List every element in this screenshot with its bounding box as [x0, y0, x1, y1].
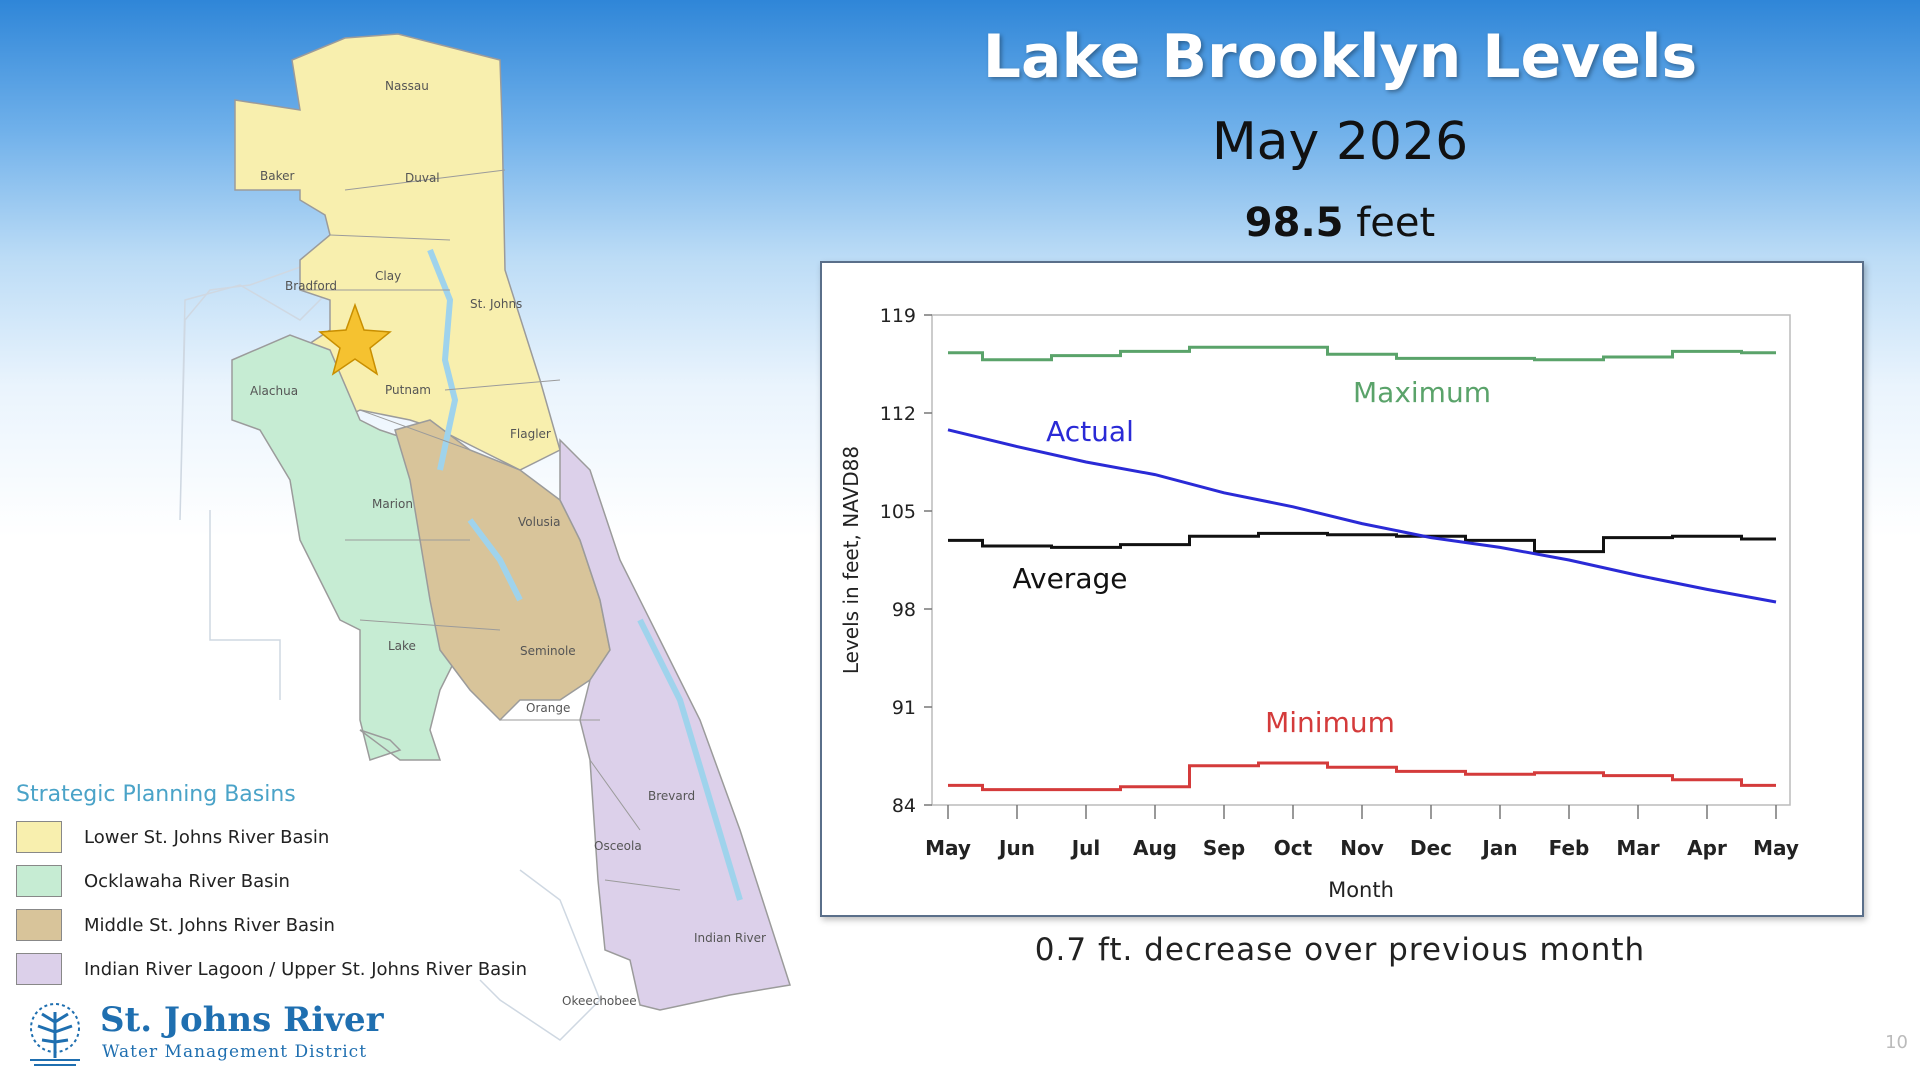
- county-label: Okeechobee: [562, 994, 637, 1008]
- county-label: Seminole: [520, 644, 576, 658]
- county-label: Clay: [375, 269, 401, 283]
- x-tick-label: Apr: [1687, 836, 1727, 860]
- current-level: 98.5 feet: [960, 200, 1720, 246]
- legend-item: Indian River Lagoon / Upper St. Johns Ri…: [16, 947, 527, 991]
- y-axis: 84 91 98 105 112 119: [880, 305, 932, 817]
- tree-logo-icon: [30, 1003, 80, 1066]
- county-label: Putnam: [385, 383, 431, 397]
- county-label: Nassau: [385, 79, 429, 93]
- y-tick-label: 91: [892, 697, 916, 719]
- county-label: Marion: [372, 497, 413, 511]
- chart-canvas: 84 91 98 105 112 119 May Jun Jul Aug Sep Oct Nov Dec…: [839, 305, 1799, 902]
- series-line-actual: [947, 428, 1777, 604]
- series-label-actual: Actual: [1046, 415, 1134, 448]
- county-label: St. Johns: [470, 297, 522, 311]
- y-axis-label: Levels in feet, NAVD88: [839, 446, 863, 674]
- series-line-maximum: [948, 345, 1776, 362]
- district-logo: St. Johns River Water Management Distric…: [20, 1000, 400, 1070]
- y-tick-label: 84: [892, 795, 916, 817]
- level-value: 98.5: [1244, 200, 1344, 246]
- legend-title: Strategic Planning Basins: [16, 782, 296, 807]
- x-tick-label: Jul: [1070, 836, 1101, 860]
- plot-area: [931, 314, 1791, 806]
- legend-swatch: [16, 821, 62, 853]
- county-label: Baker: [260, 169, 294, 183]
- legend-item: Middle St. Johns River Basin: [16, 903, 527, 947]
- county-label: Orange: [526, 701, 570, 715]
- series-line-average: [948, 531, 1776, 554]
- x-tick-label: Sep: [1203, 836, 1245, 860]
- level-unit: feet: [1356, 200, 1436, 246]
- basin-legend: Strategic Planning Basins Lower St. John…: [16, 782, 527, 991]
- change-note: 0.7 ft. decrease over previous month: [1034, 932, 1646, 968]
- series-layer: [947, 345, 1777, 792]
- legend-swatch: [16, 953, 62, 985]
- legend-item: Lower St. Johns River Basin: [16, 815, 527, 859]
- x-tick-label: Nov: [1340, 836, 1384, 860]
- legend-swatch: [16, 909, 62, 941]
- legend-item: Ocklawaha River Basin: [16, 859, 527, 903]
- series-label-maximum: Maximum: [1353, 376, 1491, 409]
- logo-name: St. Johns River: [100, 1000, 384, 1040]
- y-tick-label: 98: [892, 599, 916, 621]
- county-label: Brevard: [648, 789, 695, 803]
- series-line-minimum: [948, 761, 1776, 792]
- indian-river-basin: [559, 438, 791, 1011]
- legend-label: Ocklawaha River Basin: [84, 870, 290, 892]
- page-title: Lake Brooklyn Levels: [982, 22, 1698, 92]
- county-label: Indian River: [694, 931, 766, 945]
- x-tick-label: May: [925, 836, 971, 860]
- series-label-minimum: Minimum: [1265, 706, 1395, 739]
- county-label: Duval: [405, 171, 440, 185]
- y-tick-label: 112: [880, 403, 916, 425]
- x-tick-label: Mar: [1616, 836, 1659, 860]
- y-tick-label: 119: [880, 305, 916, 327]
- x-axis-label: Month: [1328, 878, 1394, 902]
- y-tick-label: 105: [880, 501, 916, 523]
- lake-level-chart: 84 91 98 105 112 119 May Jun Jul Aug Sep Oct Nov Dec…: [820, 261, 1864, 917]
- county-label: Volusia: [518, 515, 561, 529]
- legend-label: Middle St. Johns River Basin: [84, 914, 335, 936]
- star-icon: [318, 302, 392, 376]
- x-tick-label: Jan: [1480, 836, 1517, 860]
- legend-label: Lower St. Johns River Basin: [84, 826, 330, 848]
- district-basin-map: Nassau Baker Duval Clay Bradford St. Joh…: [179, 33, 791, 1041]
- legend-label: Indian River Lagoon / Upper St. Johns Ri…: [84, 958, 527, 980]
- county-label: Lake: [388, 639, 416, 653]
- x-tick-label: Oct: [1274, 836, 1313, 860]
- county-label: Alachua: [250, 384, 298, 398]
- x-tick-label: Aug: [1133, 836, 1177, 860]
- county-label: Bradford: [285, 279, 337, 293]
- page-subtitle: May 2026: [1211, 112, 1469, 172]
- x-tick-label: Jun: [997, 836, 1035, 860]
- series-label-average: Average: [1013, 562, 1128, 595]
- x-tick-label: Dec: [1410, 836, 1452, 860]
- county-label: Flagler: [510, 427, 551, 441]
- x-tick-label: Feb: [1549, 836, 1590, 860]
- county-label: Osceola: [594, 839, 642, 853]
- legend-swatch: [16, 865, 62, 897]
- x-axis: May Jun Jul Aug Sep Oct Nov Dec Jan Feb Mar Apr May: [925, 805, 1799, 860]
- x-tick-label: May: [1753, 836, 1799, 860]
- logo-subtitle: Water Management District: [102, 1042, 368, 1062]
- page-number: 10: [1885, 1032, 1908, 1053]
